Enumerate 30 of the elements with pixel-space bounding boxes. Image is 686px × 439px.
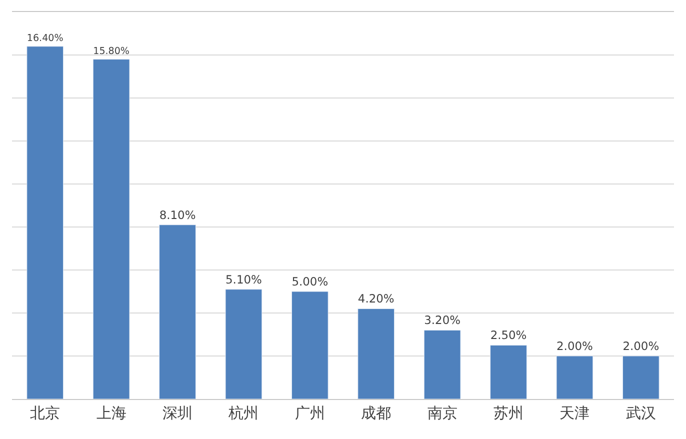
bar: [622, 356, 660, 399]
bar: [490, 345, 527, 399]
bar: [26, 46, 64, 399]
x-tick-label: 杭州: [228, 404, 259, 422]
bar: [159, 224, 196, 399]
data-label: 5.00%: [292, 274, 328, 288]
data-label: 2.50%: [490, 328, 527, 342]
data-label: 15.80%: [93, 46, 130, 57]
bar: [92, 59, 130, 399]
data-label: 3.20%: [424, 313, 461, 328]
x-tick-label: 南京: [427, 404, 458, 422]
bar: [556, 356, 594, 399]
x-tick-label: 深圳: [162, 404, 192, 422]
x-tick-label: 苏州: [494, 404, 524, 422]
data-label: 8.10%: [159, 208, 196, 222]
data-label: 2.00%: [622, 338, 660, 353]
bar: [424, 330, 461, 399]
x-tick-label: 上海: [96, 404, 126, 422]
x-tick-label: 武汉: [626, 404, 656, 422]
data-label: 16.40%: [26, 32, 64, 44]
bar: [358, 308, 395, 399]
x-tick-label: 成都: [361, 404, 392, 422]
bar: [225, 289, 262, 399]
data-label: 4.20%: [358, 292, 394, 306]
x-tick-label: 天津: [560, 404, 590, 422]
x-tick-label: 广州: [294, 404, 325, 422]
data-label: 5.10%: [226, 272, 262, 286]
data-label: 2.00%: [556, 338, 594, 353]
x-tick-label: 北京: [30, 404, 60, 422]
bar: [291, 291, 328, 399]
